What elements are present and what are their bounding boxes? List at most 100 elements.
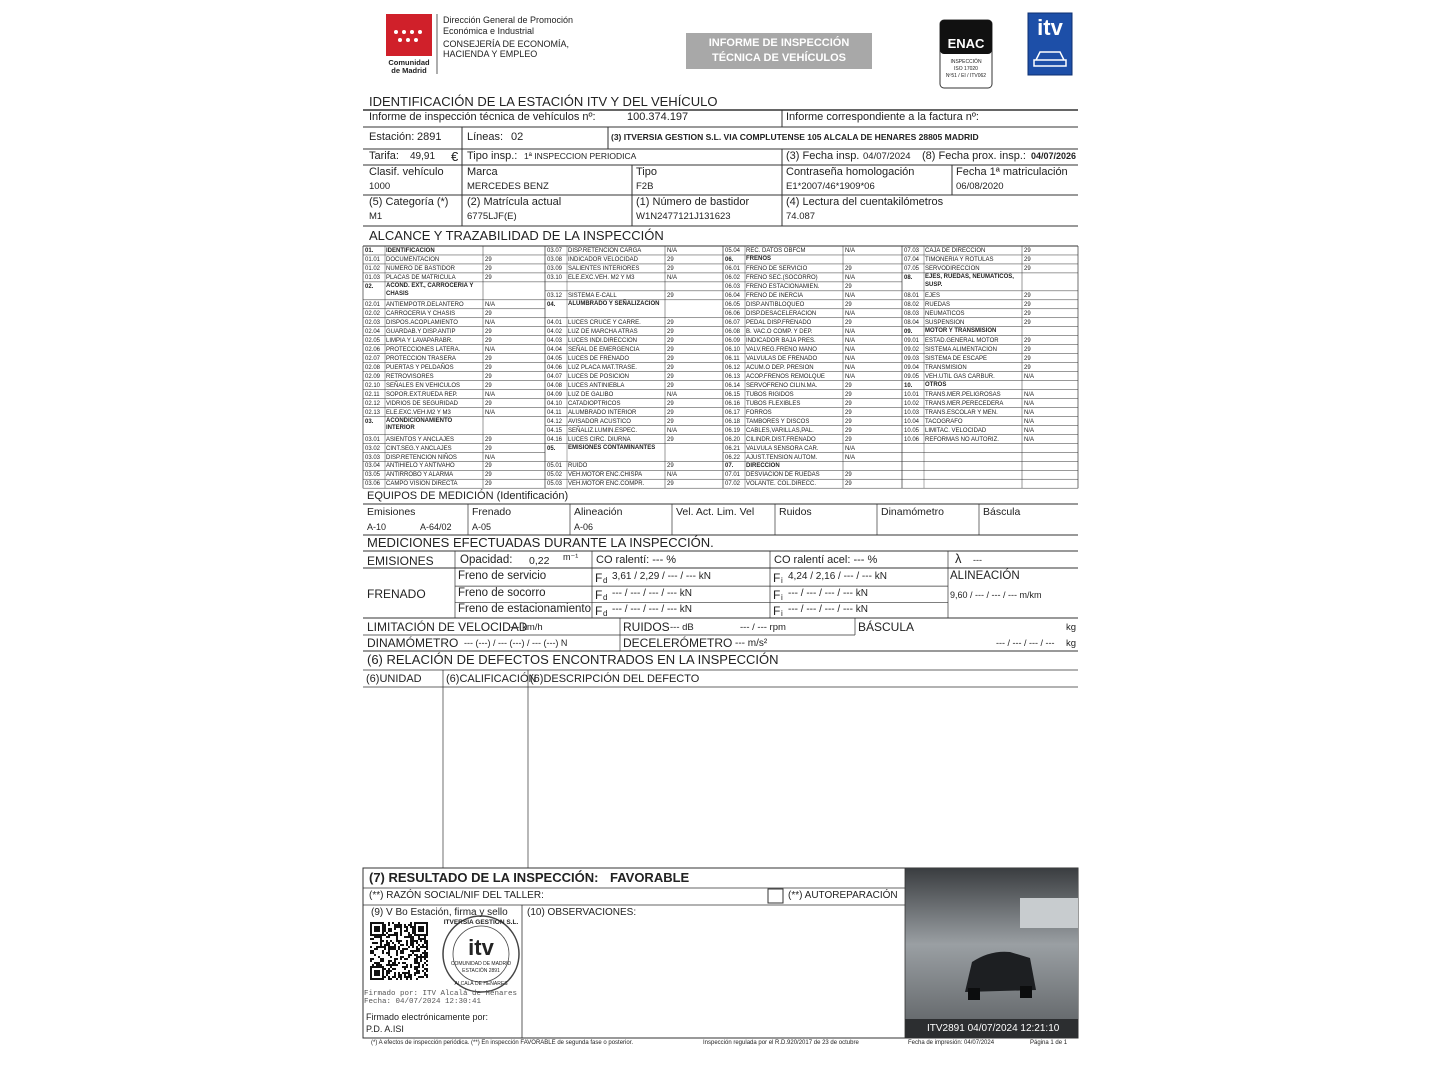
item-label: VALV.REG.FRENO MANO — [746, 346, 817, 353]
force-sub: i — [781, 576, 783, 585]
brake-label: Freno de servicio — [458, 570, 547, 582]
qr-module — [410, 940, 412, 942]
item-result: N/A — [845, 445, 856, 452]
item-result: 29 — [667, 400, 674, 407]
item-label: LUZ DE MARCHA ATRAS — [568, 328, 638, 335]
item-result: 29 — [1024, 293, 1031, 300]
equipment-label: Frenado — [472, 506, 512, 518]
qr-module — [408, 934, 410, 936]
item-result: N/A — [845, 337, 856, 344]
qr-module — [416, 968, 418, 970]
qr-module — [390, 948, 392, 950]
item-result: 29 — [667, 293, 674, 300]
item-code: 03.01 — [365, 436, 381, 443]
brake-value: --- / --- / --- / --- kN — [612, 604, 692, 616]
qr-module — [414, 960, 416, 962]
qr-module — [374, 936, 376, 938]
item-label: B. VAC.O COMP. Y DEP. — [746, 328, 813, 335]
qr-module — [398, 948, 400, 950]
item-code: 03.10 — [547, 275, 563, 282]
measure-heading: RUIDOS — [623, 620, 670, 634]
item-label: REFORMAS NO AUTORIZ. — [925, 436, 999, 443]
item-label: SEÑALES EN VEHICULOS — [386, 382, 461, 389]
footer-note: (*) A efectos de inspección periódica. (… — [371, 1040, 634, 1046]
qr-module — [394, 944, 396, 946]
item-code: 06.03 — [725, 284, 741, 291]
item-label: DOCUMENTACION — [386, 257, 440, 264]
item-result: N/A — [1024, 418, 1035, 425]
item-result: 29 — [485, 337, 492, 344]
qr-module — [384, 930, 386, 932]
item-label: INDICADOR VELOCIDAD — [568, 257, 639, 264]
qr-finder — [414, 922, 428, 936]
qr-module — [394, 934, 396, 936]
item-label: VEH.MOTOR ENC.COMPR. — [568, 481, 645, 488]
item-label: VIDRIOS DE SEGURIDAD — [386, 400, 459, 407]
item-code: 04.02 — [547, 328, 563, 335]
item-result: 29 — [845, 284, 852, 291]
field-label: (1) Número de bastidor — [636, 196, 750, 208]
qr-module — [408, 932, 410, 934]
enac-small: ISO 17020 — [954, 66, 978, 72]
stamp — [442, 915, 520, 993]
qr-module — [414, 954, 416, 956]
qr-module — [398, 942, 400, 944]
qr-module — [400, 926, 402, 928]
qr-module — [394, 948, 396, 950]
qr-finder — [374, 926, 380, 932]
signature-text: P.D. A.ISI — [366, 1024, 404, 1034]
itv-logo — [1027, 12, 1073, 76]
item-code: 02.06 — [365, 346, 381, 353]
field-label: (9) V Bo Estación, firma y sello — [371, 907, 508, 918]
qr-module — [378, 936, 380, 938]
item-code: 01.03 — [365, 275, 381, 282]
item-label: TRANSMISION — [925, 364, 967, 371]
qr-module — [384, 944, 386, 946]
qr-module — [394, 960, 396, 962]
item-label: TRANS.ESCOLAR Y MEN. — [925, 409, 998, 416]
measure-heading: LIMITACIÓN DE VELOCIDAD — [367, 620, 528, 634]
column-header: (6)UNIDAD — [366, 673, 422, 685]
item-label: DISPOS.ACOPLAMIENTO — [386, 319, 458, 326]
measure-heading: FRENADO — [367, 587, 426, 601]
qr-module — [394, 976, 396, 978]
item-code: 02.10 — [365, 382, 381, 389]
qr-module — [410, 934, 412, 936]
equipment-label: Báscula — [983, 506, 1021, 518]
qr-module — [372, 942, 374, 944]
qr-module — [418, 976, 420, 978]
qr-module — [380, 942, 382, 944]
qr-module — [388, 934, 390, 936]
qr-module — [404, 966, 406, 968]
field-value: E1*2007/46*1909*06 — [786, 181, 875, 192]
item-code: 05.03 — [547, 481, 563, 488]
item-result: 29 — [667, 373, 674, 380]
qr-module — [424, 950, 426, 952]
item-heading: ACOND. EXT., CARROCERIA Y CHASIS — [386, 283, 474, 297]
qr-module — [370, 946, 372, 948]
qr-module — [412, 942, 414, 944]
item-label: LIMITAC. VELOCIDAD — [925, 427, 987, 434]
qr-module — [394, 928, 396, 930]
item-label: GUARDAB.Y DISP.ANTIP — [386, 328, 456, 335]
item-result: N/A — [485, 319, 496, 326]
qr-module — [426, 960, 428, 962]
qr-module — [412, 932, 414, 934]
section-title: ALCANCE Y TRAZABILIDAD DE LA INSPECCIÓN — [369, 228, 664, 243]
field-value: W1N2477121J131623 — [636, 211, 731, 222]
logo-star — [394, 30, 398, 34]
item-label: LUCES INDI.DIRECCION — [568, 337, 638, 344]
item-code: 03.05 — [365, 472, 381, 479]
field-label: Tipo — [636, 166, 657, 178]
qr-module — [398, 974, 400, 976]
item-code: 04.06 — [547, 364, 563, 371]
signature-text: Firmado por: ITV Alcalá de Henares — [364, 990, 518, 998]
item-code: 01. — [365, 248, 374, 255]
qr-finder — [370, 922, 384, 936]
qr-module — [388, 972, 390, 974]
item-code: 07.04 — [904, 257, 920, 264]
qr-module — [410, 944, 412, 946]
enac-logo-text: ENAC — [947, 36, 985, 51]
qr-module — [386, 952, 388, 954]
